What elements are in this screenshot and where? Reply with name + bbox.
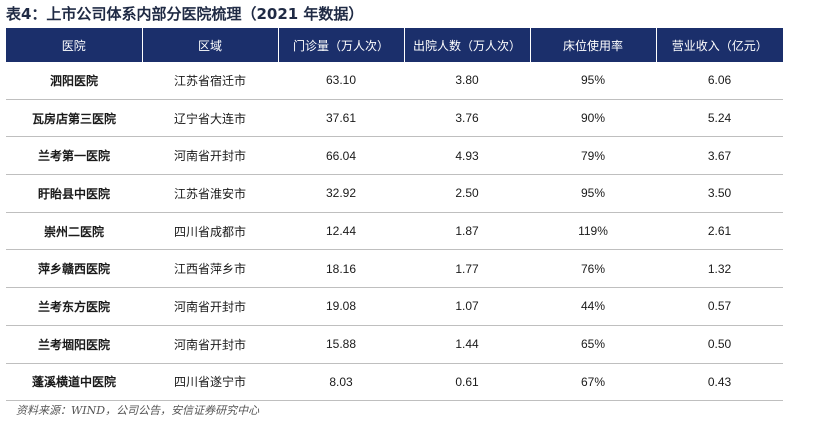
cell-outpatient: 19.08 [278, 287, 404, 326]
cell-bed-rate: 44% [530, 287, 656, 326]
cell-revenue: 6.06 [656, 62, 783, 100]
cell-outpatient: 8.03 [278, 363, 404, 402]
cell-hospital: 兰考堌阳医院 [6, 325, 142, 364]
cell-region: 河南省开封市 [142, 325, 278, 364]
cell-revenue: 1.32 [656, 249, 783, 289]
cell-hospital: 泗阳医院 [6, 62, 142, 100]
cell-bed-rate: 79% [530, 136, 656, 176]
cell-region: 江苏省宿迁市 [142, 62, 278, 100]
cell-bed-rate: 65% [530, 325, 656, 364]
table-row: 崇州二医院 四川省成都市 12.44 1.87 119% 2.61 [6, 212, 783, 251]
table-row: 萍乡赣西医院 江西省萍乡市 18.16 1.77 76% 1.32 [6, 249, 783, 289]
cell-discharged: 0.61 [404, 363, 530, 402]
cell-discharged: 3.80 [404, 62, 530, 100]
cell-outpatient: 18.16 [278, 249, 404, 289]
cell-bed-rate: 67% [530, 363, 656, 402]
cell-bed-rate: 76% [530, 249, 656, 289]
table-row: 瓦房店第三医院 辽宁省大连市 37.61 3.76 90% 5.24 [6, 99, 783, 138]
cell-bed-rate: 90% [530, 99, 656, 138]
header-hospital: 医院 [6, 28, 143, 62]
cell-hospital: 兰考东方医院 [6, 287, 142, 326]
cell-hospital: 瓦房店第三医院 [6, 99, 142, 138]
cell-discharged: 2.50 [404, 174, 530, 213]
cell-bed-rate: 95% [530, 174, 656, 213]
cell-outpatient: 12.44 [278, 212, 404, 251]
cell-hospital: 蓬溪横道中医院 [6, 363, 142, 402]
cell-outpatient: 66.04 [278, 136, 404, 176]
table-title: 表4：上市公司体系内部分医院梳理（2021 年数据） [6, 5, 364, 23]
table-row: 兰考堌阳医院 河南省开封市 15.88 1.44 65% 0.50 [6, 325, 783, 364]
cell-hospital: 萍乡赣西医院 [6, 249, 142, 289]
cell-region: 河南省开封市 [142, 136, 278, 176]
table-row: 兰考东方医院 河南省开封市 19.08 1.07 44% 0.57 [6, 287, 783, 326]
cell-region: 四川省成都市 [142, 212, 278, 251]
cell-discharged: 4.93 [404, 136, 530, 176]
table-header-row: 医院 区域 门诊量（万人次） 出院人数（万人次） 床位使用率 营业收入（亿元） [6, 28, 783, 62]
cell-bed-rate: 119% [530, 212, 656, 251]
cell-region: 四川省遂宁市 [142, 363, 278, 402]
cell-revenue: 0.43 [656, 363, 783, 402]
cell-revenue: 0.50 [656, 325, 783, 364]
header-discharged: 出院人数（万人次） [404, 28, 531, 62]
cell-hospital: 兰考第一医院 [6, 136, 142, 176]
cell-discharged: 1.77 [404, 249, 530, 289]
cell-revenue: 3.67 [656, 136, 783, 176]
cell-discharged: 1.87 [404, 212, 530, 251]
cell-region: 江苏省淮安市 [142, 174, 278, 213]
cell-region: 江西省萍乡市 [142, 249, 278, 289]
header-bed-rate: 床位使用率 [530, 28, 657, 62]
cell-outpatient: 15.88 [278, 325, 404, 364]
header-outpatient: 门诊量（万人次） [278, 28, 405, 62]
cell-bed-rate: 95% [530, 62, 656, 100]
table-row: 蓬溪横道中医院 四川省遂宁市 8.03 0.61 67% 0.43 [6, 363, 783, 402]
cell-revenue: 0.57 [656, 287, 783, 326]
cell-discharged: 1.07 [404, 287, 530, 326]
cell-discharged: 3.76 [404, 99, 530, 138]
table-row: 盱眙县中医院 江苏省淮安市 32.92 2.50 95% 3.50 [6, 174, 783, 213]
cell-hospital: 崇州二医院 [6, 212, 142, 251]
cell-region: 河南省开封市 [142, 287, 278, 326]
cell-revenue: 5.24 [656, 99, 783, 138]
cell-outpatient: 63.10 [278, 62, 404, 100]
cell-revenue: 2.61 [656, 212, 783, 251]
cell-discharged: 1.44 [404, 325, 530, 364]
table-row: 兰考第一医院 河南省开封市 66.04 4.93 79% 3.67 [6, 136, 783, 176]
cell-region: 辽宁省大连市 [142, 99, 278, 138]
header-region: 区域 [142, 28, 279, 62]
cell-outpatient: 37.61 [278, 99, 404, 138]
source-note: 资料来源：WIND，公司公告，安信证券研究中心 [16, 404, 260, 417]
table-row: 泗阳医院 江苏省宿迁市 63.10 3.80 95% 6.06 [6, 62, 783, 100]
cell-hospital: 盱眙县中医院 [6, 174, 142, 213]
cell-revenue: 3.50 [656, 174, 783, 213]
hospital-table: 医院 区域 门诊量（万人次） 出院人数（万人次） 床位使用率 营业收入（亿元） … [6, 28, 783, 402]
cell-outpatient: 32.92 [278, 174, 404, 213]
header-revenue: 营业收入（亿元） [656, 28, 783, 62]
